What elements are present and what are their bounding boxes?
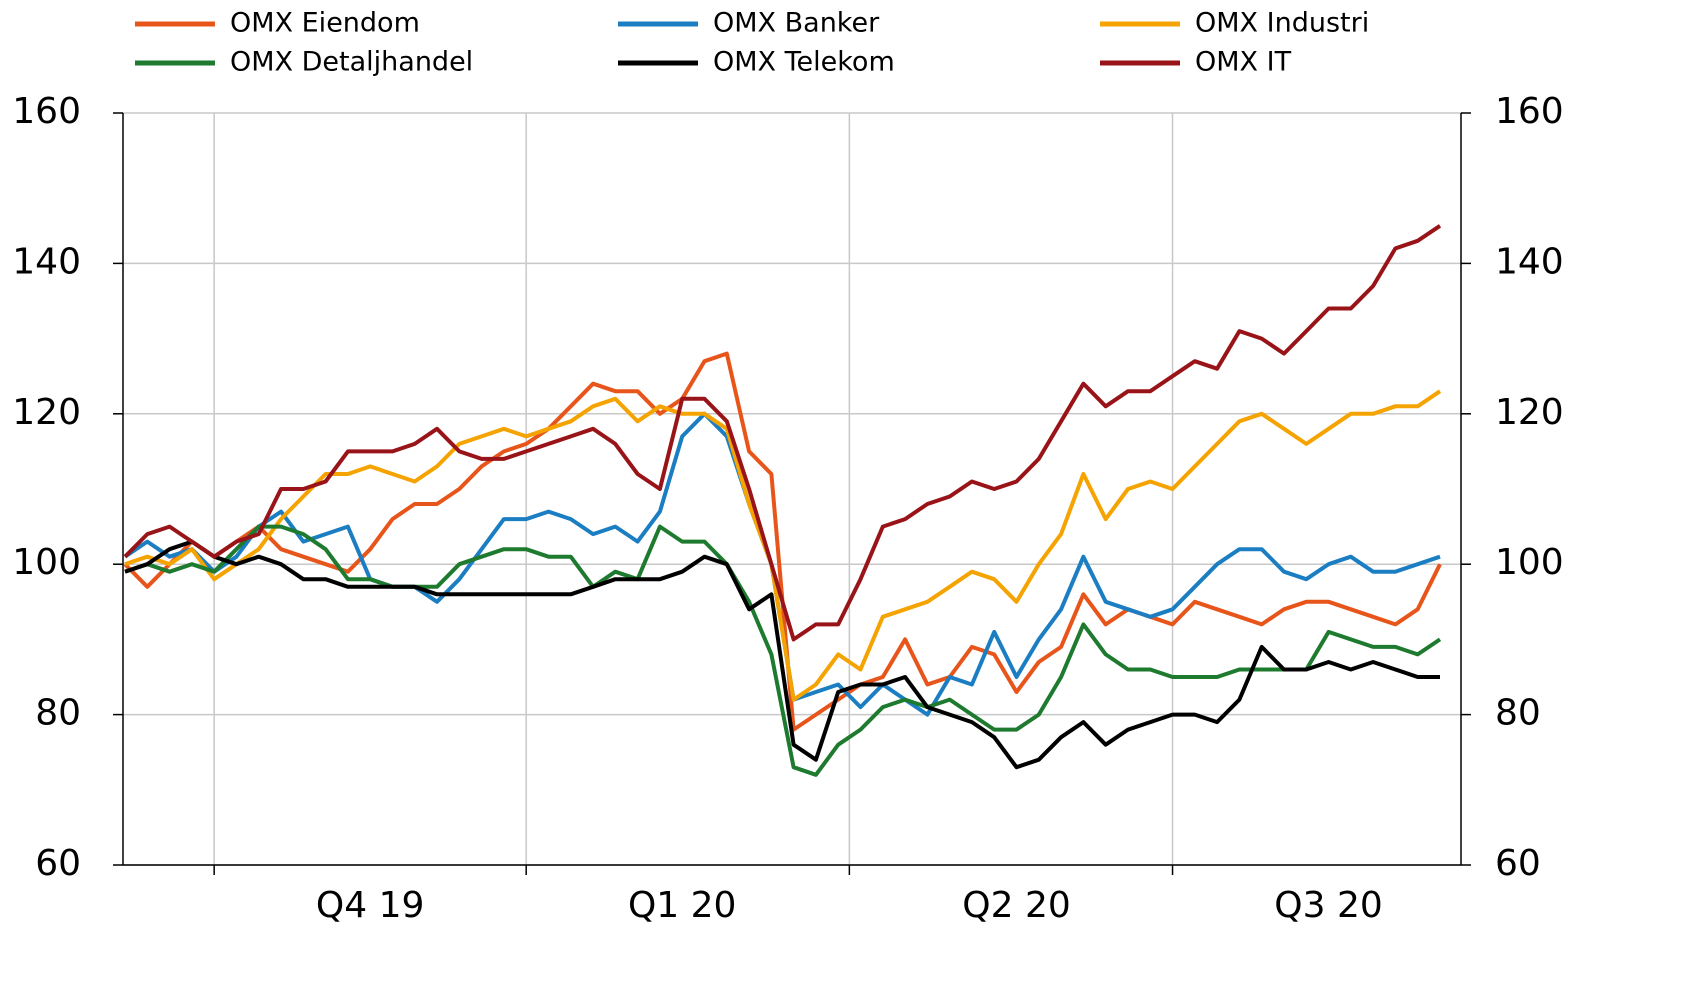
- legend-label: OMX Telekom: [713, 47, 895, 78]
- legend-label: OMX Eiendom: [230, 8, 420, 39]
- y-tick-label: 60: [35, 843, 81, 884]
- legend-label: OMX Banker: [713, 8, 880, 39]
- y-tick-label: 120: [12, 392, 81, 433]
- y-tick-label: 80: [35, 693, 81, 734]
- y2-tick-label: 60: [1495, 843, 1541, 884]
- series-line: [124, 524, 1442, 777]
- series-line: [123, 224, 1442, 642]
- y2-tick-label: 140: [1495, 241, 1564, 282]
- x-tick-label: Q4 19: [316, 885, 425, 926]
- y2-tick-label: 80: [1495, 693, 1541, 734]
- y-tick-label: 100: [12, 542, 81, 583]
- y-tick-label: 140: [12, 241, 81, 282]
- x-tick-label: Q1 20: [628, 885, 737, 926]
- y-tick-label: 160: [12, 91, 81, 132]
- y2-tick-label: 120: [1495, 392, 1564, 433]
- series-line: [124, 539, 1440, 770]
- x-tick-label: Q3 20: [1274, 885, 1383, 926]
- y2-tick-label: 100: [1495, 542, 1564, 583]
- x-tick-label: Q2 20: [962, 885, 1071, 926]
- series-line: [124, 389, 1442, 702]
- y2-tick-label: 160: [1495, 91, 1564, 132]
- legend-label: OMX Industri: [1195, 8, 1369, 39]
- legend-label: OMX Detaljhandel: [230, 47, 473, 78]
- legend-label: OMX IT: [1195, 47, 1292, 78]
